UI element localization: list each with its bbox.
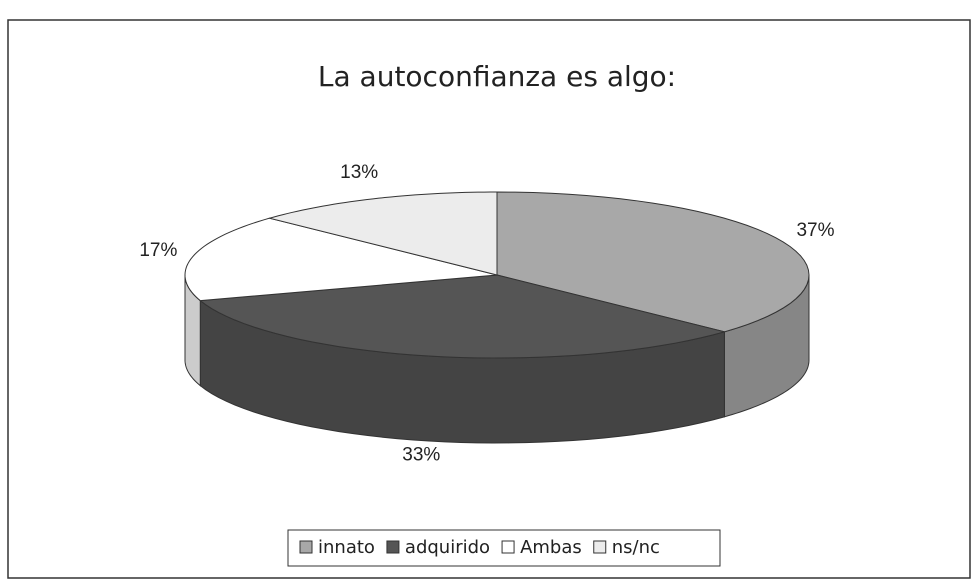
data-label: 17% [139,240,177,261]
data-label: 37% [796,220,834,241]
legend-label: adquirido [405,537,490,558]
data-label: 33% [402,445,440,466]
legend-swatch [593,540,607,554]
legend-swatch [386,540,400,554]
legend-label: innato [318,537,375,558]
legend-label: Ambas [520,537,582,558]
pie-slice [496,191,810,333]
pie-slice [267,191,498,276]
legend-swatch [299,540,313,554]
legend-label: ns/nc [612,537,660,558]
legend-swatch [501,540,515,554]
chart-title: La autoconfianza es algo: [318,60,676,93]
data-label: 13% [340,162,378,183]
pie-slice [198,274,727,359]
pie-slice [184,217,498,302]
